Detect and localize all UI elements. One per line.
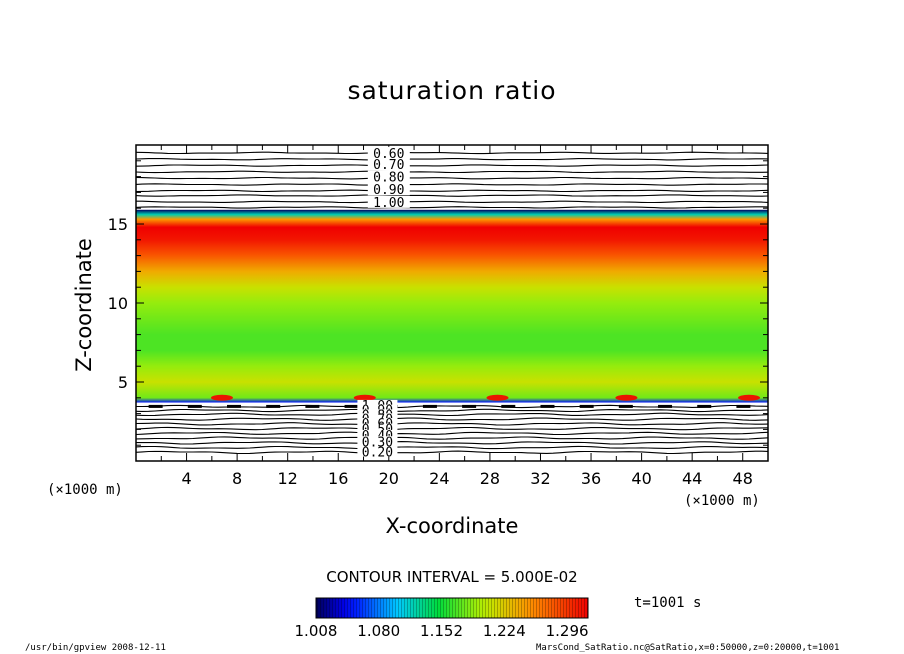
colorbar-tick-label: 1.152 — [420, 622, 463, 640]
contour-line-upper — [135, 151, 769, 155]
x-tick-label: 36 — [581, 469, 601, 488]
contour-line-upper — [135, 206, 769, 209]
x-tick-label: 12 — [278, 469, 298, 488]
x-tick-label: 44 — [682, 469, 702, 488]
contour-label-bg — [367, 157, 410, 170]
colorbar-stripes — [316, 598, 588, 618]
contour-line-upper — [135, 183, 769, 186]
y-tick-label: 10 — [108, 294, 128, 313]
footer-left: /usr/bin/gpview 2008-12-11 — [25, 643, 166, 653]
colorbar-tick-label: 1.224 — [483, 622, 526, 640]
colorbar-frame — [315, 597, 589, 619]
x-tick-label: 48 — [733, 469, 753, 488]
contour-dash — [618, 404, 633, 408]
contour-label-upper: 0.80 — [373, 171, 404, 186]
contour-label-upper: 1.00 — [373, 196, 404, 211]
contour-label-lower: 0.20 — [362, 446, 393, 461]
x-axis-unit-right: (×1000 m) — [684, 493, 760, 509]
contour-label-upper: 0.90 — [373, 183, 404, 198]
x-tick-label: 16 — [328, 469, 348, 488]
contour-label-bg — [367, 195, 410, 208]
contour-label-upper: 0.70 — [373, 158, 404, 173]
contour-dash — [579, 404, 594, 408]
contour-line-lower — [135, 408, 769, 413]
contour-dash — [462, 404, 477, 408]
contour-line-lower — [135, 431, 769, 436]
colorbar-tick-label: 1.008 — [295, 622, 338, 640]
contour-line-upper — [135, 189, 769, 193]
x-tick-label: 24 — [429, 469, 449, 488]
y-tick-label: 15 — [108, 215, 128, 234]
contour-label-lower: 0.30 — [362, 435, 393, 450]
time-label: t=1001 s — [634, 595, 702, 611]
x-tick-label: 32 — [530, 469, 550, 488]
saturation-field — [136, 209, 768, 403]
contour-line-upper — [136, 200, 769, 204]
contour-interval-label: CONTOUR INTERVAL = 5.000E-02 — [326, 568, 578, 586]
colorbar-tick-label: 1.080 — [357, 622, 400, 640]
x-tick-label: 28 — [480, 469, 500, 488]
field-blob — [615, 394, 638, 401]
contour-line-upper — [135, 164, 769, 167]
contour-line-upper — [135, 176, 769, 180]
footer-right: MarsCond_SatRatio.nc@SatRatio,x=0:50000,… — [536, 643, 840, 653]
x-axis-unit-left: (×1000 m) — [47, 482, 123, 498]
contour-dash — [540, 404, 555, 408]
contour-dash — [148, 404, 163, 408]
field-blob — [738, 394, 761, 401]
contour-line-lower — [135, 450, 769, 455]
contour-line-upper — [135, 157, 769, 161]
contour-line-lower — [135, 426, 769, 431]
contour-line-lower — [135, 445, 769, 450]
contour-line-lower — [135, 436, 769, 440]
contour-line-lower — [135, 412, 769, 417]
contour-dash — [305, 404, 320, 408]
contour-dash — [227, 404, 242, 408]
contour-label-bg — [367, 183, 410, 196]
contour-label-bg — [367, 170, 410, 183]
contour-line-upper — [135, 170, 769, 174]
field-blob — [210, 394, 233, 401]
colorbar-tick-label: 1.296 — [546, 622, 589, 640]
contour-line-lower — [135, 417, 769, 421]
chart-title: saturation ratio — [347, 76, 557, 105]
contour-label-bg — [357, 423, 398, 434]
y-tick-label: 5 — [118, 373, 128, 392]
contour-dash — [422, 404, 437, 408]
contour-dash — [187, 404, 202, 408]
contour-dash — [658, 404, 673, 408]
contour-dash — [344, 404, 359, 408]
x-axis-label: X-coordinate — [385, 514, 519, 538]
contour-label-bg — [367, 146, 410, 159]
contour-dash — [736, 404, 751, 408]
field-blob — [353, 394, 376, 401]
x-tick-label: 40 — [631, 469, 651, 488]
contour-dash — [266, 404, 281, 408]
contour-line-upper — [135, 194, 769, 197]
contour-label-bg — [357, 429, 398, 440]
field-blob — [486, 394, 509, 401]
x-tick-label: 4 — [181, 469, 191, 488]
contour-dash — [501, 404, 516, 408]
contour-line-lower — [135, 422, 769, 426]
contour-label-bg — [357, 446, 398, 457]
x-tick-label: 8 — [232, 469, 242, 488]
contour-label-bg — [357, 418, 398, 429]
contour-line-lower — [136, 441, 769, 445]
contour-dash — [697, 404, 712, 408]
contour-label-bg — [357, 436, 398, 447]
x-tick-label: 20 — [379, 469, 399, 488]
